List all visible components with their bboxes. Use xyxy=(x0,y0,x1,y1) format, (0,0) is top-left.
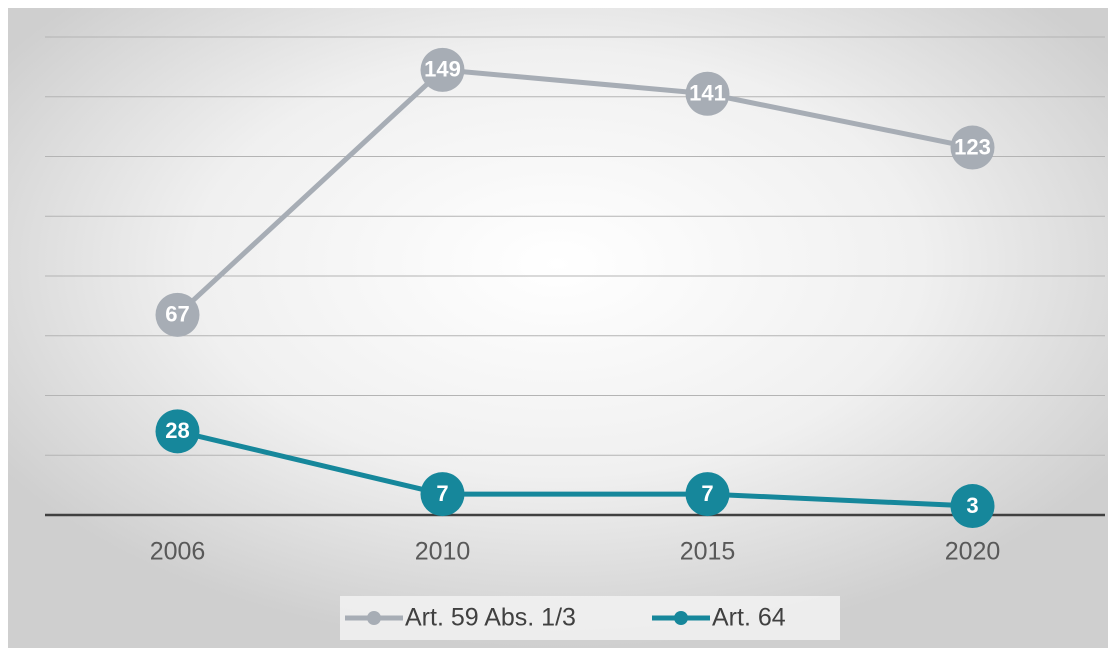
data-point xyxy=(950,125,995,170)
data-point xyxy=(950,484,995,529)
x-tick-label: 2006 xyxy=(150,538,206,566)
x-tick-label: 2020 xyxy=(945,538,1001,566)
data-label: 149 xyxy=(424,57,461,82)
data-label: 141 xyxy=(689,81,726,106)
legend-marker xyxy=(674,611,688,625)
data-point xyxy=(420,47,465,92)
legend-label: Art. 59 Abs. 1/3 xyxy=(405,604,576,632)
data-point xyxy=(685,71,730,116)
data-point xyxy=(155,409,200,454)
x-tick-label: 2015 xyxy=(680,538,736,566)
data-label: 123 xyxy=(954,134,991,159)
data-label: 67 xyxy=(165,302,189,327)
data-label: 7 xyxy=(701,481,713,506)
series-line xyxy=(176,428,973,509)
data-label: 7 xyxy=(436,481,448,506)
series-line xyxy=(175,67,973,317)
data-point xyxy=(420,472,465,517)
legend-box xyxy=(340,596,840,640)
x-tick-label: 2010 xyxy=(415,538,471,566)
data-label: 3 xyxy=(966,493,978,518)
data-point xyxy=(155,292,200,337)
data-label: 28 xyxy=(165,418,189,443)
legend-label: Art. 64 xyxy=(712,604,786,632)
data-point xyxy=(685,472,730,517)
legend-marker xyxy=(367,611,381,625)
